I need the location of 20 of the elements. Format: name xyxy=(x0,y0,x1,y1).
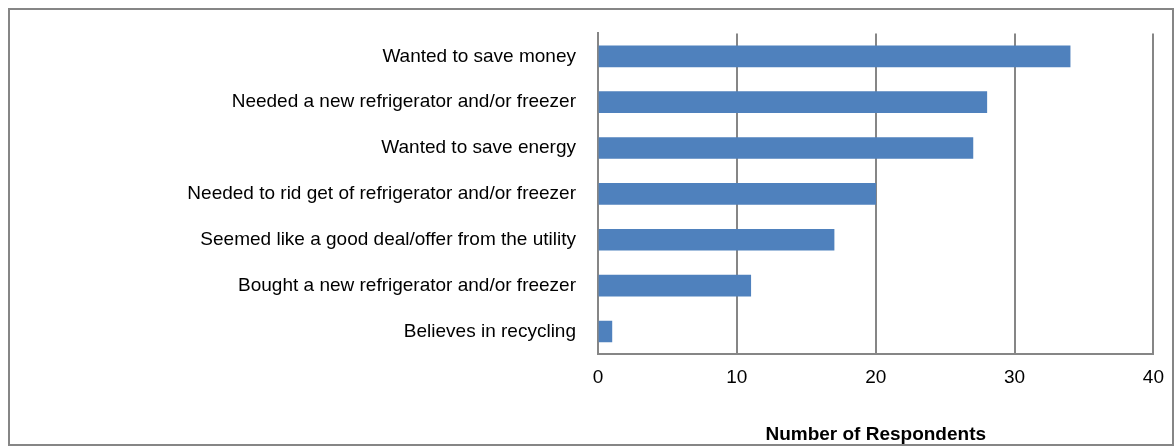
x-axis-title: Number of Respondents xyxy=(765,422,987,444)
bar xyxy=(598,137,974,159)
bar xyxy=(598,45,1071,68)
y-tick-label: Wanted to save energy xyxy=(381,136,577,158)
bar xyxy=(598,91,988,114)
bar xyxy=(598,183,877,205)
bar xyxy=(598,228,835,251)
bar xyxy=(598,320,613,343)
y-tick-label: Wanted to save money xyxy=(382,44,577,66)
y-tick-label: Needed to rid get of refrigerator and/or freezer xyxy=(187,182,577,204)
y-tick-label: Believes in recycling xyxy=(403,319,576,341)
x-tick-label: 30 xyxy=(1004,366,1026,388)
x-tick-label: 20 xyxy=(865,366,887,388)
bar xyxy=(598,274,752,297)
x-tick-label: 40 xyxy=(1142,366,1164,388)
y-tick-label: Seemed like a good deal/offer from the utility xyxy=(200,227,577,249)
y-tick-label: Bought a new refrigerator and/or freezer xyxy=(238,273,577,295)
x-tick-label: 0 xyxy=(592,366,604,388)
x-tick-label: 10 xyxy=(726,366,748,388)
y-tick-label: Needed a new refrigerator and/or freezer xyxy=(231,90,577,112)
